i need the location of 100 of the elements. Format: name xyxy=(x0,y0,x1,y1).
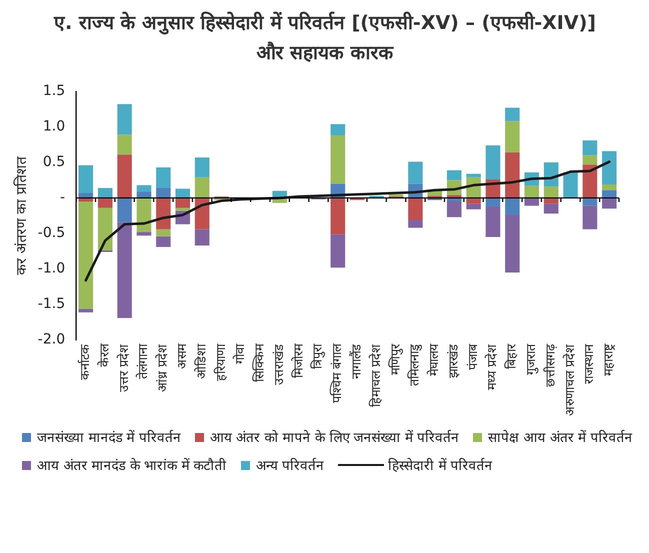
x-tick-label: ओडिशा xyxy=(193,343,208,380)
bar xyxy=(388,194,404,197)
bar xyxy=(408,162,423,184)
bar xyxy=(98,208,112,251)
x-tick-label: आंध्र प्रदेश xyxy=(154,344,170,392)
x-tick-label: नागालैंड xyxy=(348,344,364,380)
bar xyxy=(330,135,346,184)
x-tick-label: तमिलनाडु xyxy=(406,344,423,386)
bar xyxy=(194,157,210,178)
bar xyxy=(524,186,540,198)
x-tick-label: बिहार xyxy=(504,343,519,370)
y-tick-label: -2.0 xyxy=(38,332,66,348)
bar xyxy=(136,232,152,236)
bar xyxy=(98,188,112,198)
bar xyxy=(136,192,152,198)
bar xyxy=(330,234,346,268)
bar xyxy=(446,170,462,180)
x-tick-label: पंजाब xyxy=(464,343,480,370)
legend-label: अन्य परिवर्तन xyxy=(256,456,324,474)
x-tick-label: छत्तीसगढ़ xyxy=(542,343,558,388)
bar xyxy=(544,186,558,198)
bar xyxy=(408,198,423,220)
x-tick-label: महाराष्ट्र xyxy=(600,343,616,376)
bar xyxy=(582,198,598,206)
x-tick-label: तेलंगाना xyxy=(135,343,150,380)
legend-label: आय अंतर को मापने के लिए जनसंख्या में परिवर्तन xyxy=(210,428,460,446)
bar xyxy=(505,198,520,216)
x-tick-label: मणिपुर xyxy=(387,343,404,376)
bar xyxy=(156,167,171,188)
bar xyxy=(505,121,520,152)
bar xyxy=(505,152,520,198)
bar xyxy=(78,202,94,309)
legend-label: जनसंख्या मानदंड में परिवर्तन xyxy=(37,428,181,446)
bar xyxy=(582,155,598,165)
bar xyxy=(78,308,94,312)
bar xyxy=(117,222,132,318)
bar xyxy=(486,145,500,180)
bar xyxy=(602,184,617,190)
bar xyxy=(544,204,558,214)
bar xyxy=(505,215,520,273)
bar xyxy=(117,198,132,222)
bar xyxy=(156,188,171,198)
bar xyxy=(582,206,598,230)
x-tick-label: उत्तर प्रदेश xyxy=(116,344,131,392)
x-tick-label: त्रिपुरा xyxy=(310,343,326,370)
bar xyxy=(330,124,346,136)
x-tick-label: गुजरात xyxy=(523,343,539,376)
bar xyxy=(505,108,520,122)
y-tick-label: 1.0 xyxy=(42,118,66,135)
y-tick-label: 0.5 xyxy=(42,154,66,170)
bar xyxy=(117,154,132,198)
x-tick-label: मध्य प्रदेश xyxy=(484,344,500,390)
bar xyxy=(194,177,210,198)
x-tick-label: कर्नाटक xyxy=(77,344,92,380)
chart-title: ए. राज्य के अनुसार हिस्सेदारी में परिवर्तन [(एफसी-XV) – (एफसी-XIV)] और सहायक कारक xyxy=(52,10,597,66)
x-tick-label: पश्चिम बंगाल xyxy=(329,343,344,404)
bar xyxy=(524,198,540,206)
x-tick-label: असम xyxy=(174,343,190,370)
bar xyxy=(117,104,132,135)
bar xyxy=(175,198,190,208)
x-tick-label: हरियाणा xyxy=(212,343,228,382)
bar xyxy=(582,164,598,198)
x-tick-label: उत्तराखंड xyxy=(270,344,286,386)
bar xyxy=(156,229,171,236)
bar xyxy=(408,220,423,228)
x-tick-label: मेघालय xyxy=(426,343,442,376)
bar xyxy=(602,198,617,209)
legend-label: सापेक्ष आय अंतर में परिवर्तन xyxy=(488,428,632,446)
y-tick-label: -0.5 xyxy=(38,225,66,242)
bar xyxy=(466,204,481,210)
bar xyxy=(563,172,578,198)
legend-label: हिस्सेदारी में परिवर्तन xyxy=(388,456,493,474)
y-tick-label: - xyxy=(60,190,66,206)
y-tick-label: 1.5 xyxy=(42,83,66,100)
y-tick-label: -1.5 xyxy=(38,296,66,312)
x-tick-label: हिमाचल प्रदेश xyxy=(368,344,383,408)
bar xyxy=(175,188,190,198)
bar xyxy=(136,198,152,232)
y-axis-title: कर अंतरण का प्रतिशत xyxy=(13,156,30,275)
x-tick-label: अरुणाचल प्रदेश xyxy=(562,344,577,416)
x-tick-label: मिजोरम xyxy=(290,343,306,378)
bar xyxy=(156,236,171,247)
bar xyxy=(486,206,500,238)
bar xyxy=(582,140,598,156)
x-tick-label: गोवा xyxy=(232,343,248,364)
bar xyxy=(330,198,346,234)
bar xyxy=(486,198,500,206)
bar xyxy=(78,192,94,198)
x-tick-label: केरल xyxy=(96,343,112,368)
bar xyxy=(602,190,617,198)
bar xyxy=(136,185,152,192)
bar xyxy=(446,202,462,218)
x-tick-label: झारखंड xyxy=(445,344,460,378)
x-tick-label: राजस्थान xyxy=(581,343,596,384)
x-tick-label: सिक्किम xyxy=(252,343,267,382)
bar xyxy=(117,134,132,155)
bar xyxy=(78,165,94,193)
legend-label: आय अंतर मानदंड के भारांक में कटौती xyxy=(37,456,227,474)
bar xyxy=(194,229,210,246)
bar xyxy=(602,151,617,184)
